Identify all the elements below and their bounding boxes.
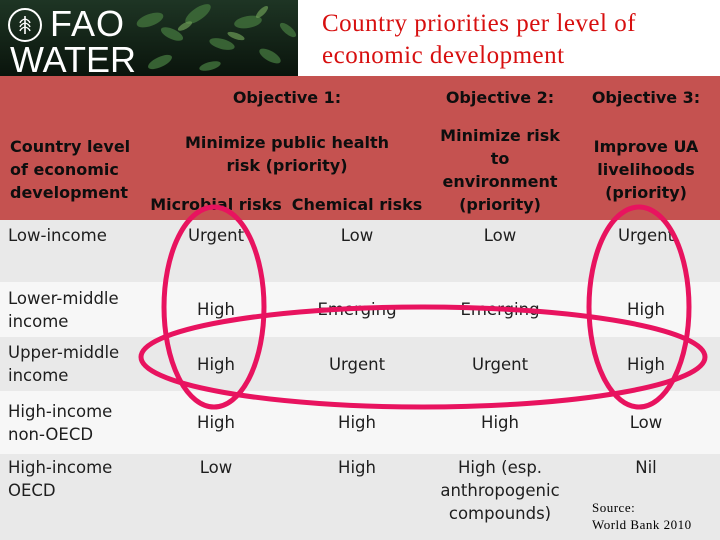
row-label: Lower-middle income [0, 282, 146, 337]
cell-chemical: Emerging [286, 282, 429, 337]
priorities-table: Objective 1: Objective 2: Objective 3: C… [0, 76, 720, 540]
fao-water-logo: FAO WATER [8, 3, 143, 77]
cell-microbial: High [146, 337, 286, 391]
title-box: Country priorities per level of economic… [298, 0, 720, 76]
cell-environment: Urgent [428, 337, 573, 391]
header-banner: FAO WATER Country priorities per level o… [0, 0, 720, 76]
logo-water-text: WATER [10, 39, 136, 77]
cell-chemical: High [286, 454, 429, 540]
cell-microbial: Urgent [146, 220, 286, 282]
cell-livelihoods: Nil [572, 454, 720, 540]
objective-2-description: Minimize risk to environment (priority) [428, 119, 573, 220]
source-note: Source: World Bank 2010 [592, 499, 692, 533]
objective-1-description: Minimize public health risk (priority) [146, 119, 429, 189]
row-label: High-income non-OECD [0, 391, 146, 454]
cell-chemical: Low [286, 220, 429, 282]
cell-environment: Emerging [428, 282, 573, 337]
cell-microbial: High [146, 391, 286, 454]
cell-chemical: Urgent [286, 337, 429, 391]
row-header: Country level of economic development [0, 119, 146, 220]
table-row: High-income OECD Low High High (esp. ant… [0, 454, 720, 540]
cell-chemical: High [286, 391, 429, 454]
cell-environment: High [428, 391, 573, 454]
objective-3-header: Objective 3: [572, 76, 720, 119]
table-row: High-income non-OECD High High High Low [0, 391, 720, 454]
row-label: High-income OECD [0, 454, 146, 540]
source-text: World Bank 2010 [592, 517, 692, 532]
row-label: Low-income [0, 220, 146, 282]
objective-3-description: Improve UA livelihoods (priority) [572, 119, 720, 220]
table-row: Low-income Urgent Low Low Urgent [0, 220, 720, 282]
logo-fao-text: FAO [50, 3, 126, 44]
priorities-table-container: Objective 1: Objective 2: Objective 3: C… [0, 76, 720, 540]
objective-1-header: Objective 1: [146, 76, 429, 119]
page-title: Country priorities per level of economic… [322, 10, 637, 69]
table-row: Upper-middle income High Urgent Urgent H… [0, 337, 720, 391]
cell-microbial: High [146, 282, 286, 337]
cell-livelihoods: High [572, 282, 720, 337]
sub-header-microbial: Microbial risks [146, 189, 286, 220]
table-row: Lower-middle income High Emerging Emergi… [0, 282, 720, 337]
cell-microbial: Low [146, 454, 286, 540]
cell-livelihoods-value: Nil [635, 458, 657, 477]
cell-livelihoods: High [572, 337, 720, 391]
objective-2-header: Objective 2: [428, 76, 573, 119]
cell-livelihoods: Low [572, 391, 720, 454]
row-label: Upper-middle income [0, 337, 146, 391]
cell-environment: Low [428, 220, 573, 282]
fao-emblem-icon [8, 8, 42, 42]
cell-livelihoods: Urgent [572, 220, 720, 282]
sub-header-chemical: Chemical risks [286, 189, 429, 220]
source-label: Source: [592, 500, 636, 515]
cell-environment: High (esp. anthropogenic compounds) [428, 454, 573, 540]
